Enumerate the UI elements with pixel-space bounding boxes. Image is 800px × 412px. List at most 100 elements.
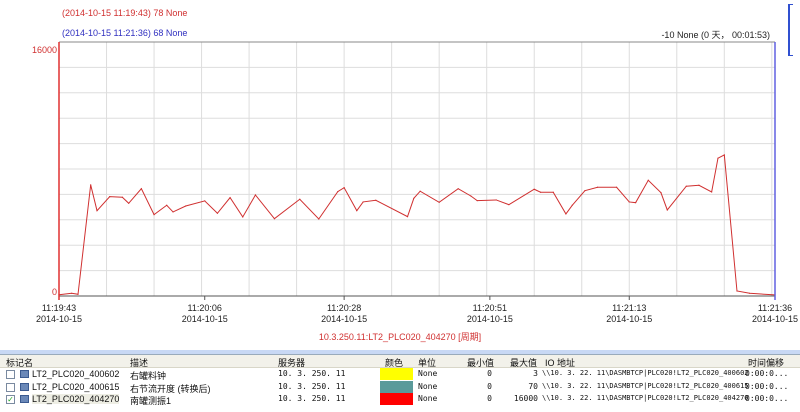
data-point: [273, 218, 276, 220]
tag-table: 标记名 描述 服务器 颜色 单位 最小值 最大值 IO 地址 时间偏移 LT2_…: [0, 355, 800, 406]
tag-name: LT2_PLC020_404270: [32, 394, 120, 404]
data-point: [584, 190, 586, 192]
tag-io-address: \\10. 3. 22. 11\DASMBTCP|PLC020!LT2_PLC0…: [542, 369, 749, 377]
data-point: [615, 186, 618, 188]
tag-unit: None: [418, 394, 438, 403]
col-server[interactable]: 服务器: [278, 358, 306, 368]
trend-chart: 16000 0 11:19:432014-10-1511:20:062014-1…: [32, 41, 798, 324]
data-point: [254, 194, 257, 196]
x-tick-date: 2014-10-15: [752, 314, 798, 324]
x-tick-date: 2014-10-15: [36, 314, 82, 324]
data-point: [299, 198, 301, 200]
tag-io-address: \\10. 3. 22. 11\DASMBTCP|PLC020!LT2_PLC0…: [542, 381, 749, 390]
chart-title: 10.3.250.11:LT2_PLC020_404270 [周期]: [318, 332, 482, 342]
right-cursor-readout: (2014-10-15 11:21:36) 68 None: [62, 28, 188, 38]
tag-icon: [20, 382, 29, 391]
data-point: [406, 216, 409, 218]
data-point: [533, 188, 535, 190]
data-point: [666, 209, 668, 211]
data-point: [375, 199, 377, 201]
row-checkbox[interactable]: ✓: [6, 395, 15, 404]
data-point: [77, 293, 79, 295]
data-point: [647, 179, 649, 181]
data-point: [698, 184, 700, 186]
data-point: [128, 202, 130, 204]
table-row[interactable]: ✓ LT2_PLC020_404270 南罐测振1 10. 3. 250. 11…: [0, 393, 800, 406]
table-row[interactable]: LT2_PLC020_400615 右节流开度 (转换后) 10. 3. 250…: [0, 380, 800, 394]
data-point: [90, 184, 92, 186]
x-tick-time: 11:20:06: [188, 303, 222, 313]
col-offset[interactable]: 时间偏移: [748, 358, 785, 368]
tag-desc: 右节流开度 (转换后): [130, 383, 211, 394]
row-checkbox[interactable]: [6, 382, 15, 392]
tag-min: 0: [487, 369, 492, 378]
x-tick-time: 11:19:43: [42, 303, 76, 313]
col-color[interactable]: 颜色: [385, 358, 404, 368]
col-min[interactable]: 最小值: [467, 358, 495, 368]
data-point: [343, 187, 345, 189]
data-point: [736, 290, 738, 292]
data-point: [508, 204, 510, 206]
tag-min: 0: [487, 381, 492, 391]
data-point: [457, 188, 459, 190]
data-point: [723, 154, 725, 156]
data-point: [539, 191, 542, 193]
tag-server: 10. 3. 250. 11: [278, 394, 346, 403]
tag-io-address: \\10. 3. 22. 11\DASMBTCP|PLC020!LT2_PLC0…: [542, 394, 749, 402]
series-line-404270: [58, 154, 776, 296]
col-max[interactable]: 最大值: [510, 358, 538, 368]
tag-offset: 0:00:0...: [745, 381, 789, 391]
tag-offset: 0:00:0...: [745, 369, 789, 378]
col-io[interactable]: IO 地址: [545, 358, 576, 368]
tag-name: LT2_PLC020_400615: [32, 381, 120, 392]
data-point: [717, 157, 719, 159]
row-checkbox[interactable]: [6, 370, 15, 379]
data-point: [109, 196, 111, 198]
side-panel-edge[interactable]: [788, 4, 793, 56]
color-swatch[interactable]: [380, 393, 413, 405]
tag-max: 3: [533, 369, 538, 378]
left-cursor-readout: (2014-10-15 11:19:43) 78 None: [62, 8, 188, 18]
tag-icon: [20, 395, 29, 403]
data-point: [596, 186, 599, 188]
data-point: [749, 292, 751, 294]
data-point: [216, 212, 219, 214]
data-point: [476, 200, 478, 202]
data-point: [242, 216, 244, 218]
col-desc[interactable]: 描述: [130, 358, 149, 368]
color-swatch[interactable]: [380, 380, 413, 393]
data-point: [166, 204, 168, 206]
x-tick-time: 11:21:13: [612, 303, 646, 313]
col-name[interactable]: 标记名: [6, 358, 34, 368]
tag-max: 16000: [513, 394, 538, 403]
data-point: [362, 201, 364, 203]
tag-name: LT2_PLC020_400602: [32, 369, 120, 379]
data-point: [229, 197, 231, 199]
data-point: [711, 191, 713, 193]
tag-offset: 0:00:0...: [745, 394, 789, 403]
data-point: [140, 188, 142, 190]
data-point: [318, 218, 320, 220]
data-point: [121, 196, 123, 198]
data-point: [495, 199, 497, 201]
tag-server: 10. 3. 250. 11: [278, 369, 346, 378]
x-tick-date: 2014-10-15: [606, 314, 652, 324]
table-row[interactable]: LT2_PLC020_400602 右罐料钟 10. 3. 250. 11 No…: [0, 368, 800, 381]
data-point: [419, 190, 421, 192]
tag-min: 0: [487, 394, 492, 403]
data-point: [438, 201, 440, 203]
data-point: [172, 211, 174, 213]
data-point: [635, 202, 637, 204]
color-swatch[interactable]: [380, 368, 413, 380]
data-point: [185, 205, 187, 207]
data-point: [660, 192, 662, 194]
table-header: 标记名 描述 服务器 颜色 单位 最小值 最大值 IO 地址 时间偏移: [0, 355, 800, 368]
x-tick-date: 2014-10-15: [467, 314, 513, 324]
tag-unit: None: [418, 369, 438, 378]
col-unit[interactable]: 单位: [418, 358, 437, 368]
x-tick-date: 2014-10-15: [321, 314, 367, 324]
data-point: [356, 210, 358, 212]
x-tick-time: 11:20:51: [473, 303, 507, 313]
tag-server: 10. 3. 250. 11: [278, 381, 346, 391]
splitter[interactable]: [0, 350, 800, 355]
